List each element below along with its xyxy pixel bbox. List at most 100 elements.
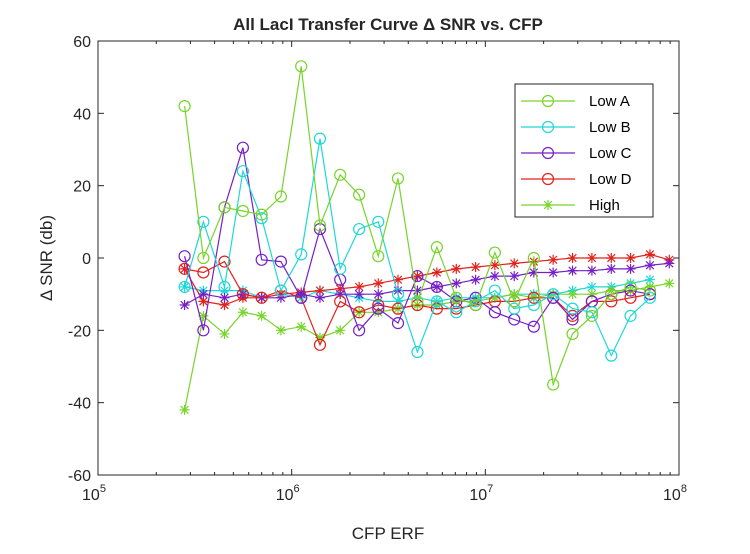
data-point: [567, 265, 578, 276]
data-point: [256, 310, 267, 321]
data-point: [567, 289, 578, 300]
data-point: [566, 309, 579, 322]
data-point: [255, 291, 268, 304]
data-point: [527, 251, 540, 265]
series-2: [178, 141, 657, 337]
data-point: [353, 222, 366, 236]
data-point: [218, 280, 231, 294]
data-point: [586, 289, 597, 300]
data-point: [392, 274, 403, 285]
y-tick-label: 0: [82, 251, 91, 268]
legend-label: High: [589, 197, 620, 214]
data-point: [450, 306, 463, 319]
series-line: [184, 138, 651, 358]
series-0: [178, 60, 657, 391]
data-point: [470, 262, 481, 273]
data-point: [489, 260, 500, 271]
legend-marker: [541, 94, 555, 108]
legend-entry: Low D: [521, 171, 632, 188]
data-point: [219, 285, 230, 296]
data-point: [664, 258, 675, 269]
data-point: [178, 99, 191, 113]
data-point: [585, 309, 598, 322]
data-point: [625, 278, 636, 289]
data-point: [274, 255, 288, 268]
data-point: [606, 285, 617, 296]
legend-entry: High: [521, 197, 620, 214]
y-tick-label: 40: [73, 106, 91, 123]
data-point: [391, 317, 405, 330]
data-point: [335, 283, 346, 294]
data-point: [334, 262, 347, 275]
data-point: [354, 281, 365, 292]
data-point: [470, 274, 481, 285]
data-point: [450, 291, 463, 304]
data-point: [431, 267, 442, 278]
data-point: [624, 280, 637, 294]
data-point: [255, 212, 268, 225]
legend-marker: [543, 200, 553, 210]
data-point: [566, 327, 579, 341]
data-point: [644, 249, 655, 260]
chart-title: All LacI Transfer Curve Δ SNR vs. CFP: [233, 15, 543, 34]
data-point: [236, 288, 249, 301]
data-point: [178, 250, 191, 263]
data-point: [489, 271, 500, 282]
data-point: [586, 265, 597, 276]
data-point: [605, 295, 618, 308]
legend-box: [514, 83, 654, 218]
data-point: [236, 141, 249, 154]
data-point: [198, 296, 209, 307]
data-point: [469, 298, 482, 312]
data-point: [295, 248, 308, 261]
data-point: [354, 289, 365, 300]
data-point: [274, 284, 288, 297]
data-point: [508, 295, 521, 308]
legend: Low A Low B Low C Low D High: [514, 83, 654, 218]
data-point: [567, 253, 578, 263]
data-point: [625, 263, 636, 274]
legend-marker: [541, 146, 555, 160]
x-tick-label: 105: [82, 483, 106, 504]
x-tick-label: 107: [469, 483, 493, 504]
data-point: [586, 281, 597, 292]
data-point: [197, 266, 210, 279]
data-point: [179, 404, 190, 415]
data-point: [451, 263, 462, 274]
data-point: [237, 307, 248, 318]
data-point: [373, 278, 384, 289]
data-point: [624, 309, 637, 322]
x-axis-label: CFP ERF: [352, 524, 424, 543]
data-point: [255, 208, 268, 221]
axes-layer: -60 -40 -20 0 20 40 60 105 106 107 108: [68, 34, 687, 504]
data-point: [547, 288, 560, 301]
data-point: [197, 215, 210, 228]
legend-label: Low D: [589, 171, 632, 188]
data-point: [548, 267, 559, 278]
data-point: [547, 378, 560, 391]
data-point: [372, 298, 385, 312]
data-point: [605, 349, 618, 362]
data-point: [586, 253, 597, 263]
data-point: [509, 271, 520, 282]
data-point: [275, 325, 286, 336]
data-point: [197, 324, 210, 337]
data-point: [275, 292, 286, 303]
data-point: [644, 281, 655, 292]
data-point: [469, 295, 482, 308]
data-point: [198, 289, 209, 300]
data-point: [372, 302, 385, 315]
data-point: [198, 310, 209, 321]
data-point: [373, 289, 384, 300]
y-tick-label: -20: [68, 323, 91, 340]
series-1: [178, 132, 657, 362]
series-line: [184, 66, 651, 387]
data-point: [488, 246, 501, 259]
data-point: [197, 251, 210, 265]
data-point: [644, 260, 655, 271]
data-point: [313, 132, 327, 145]
y-tick-label: 60: [73, 34, 91, 51]
data-point: [392, 285, 403, 296]
data-point: [489, 292, 500, 303]
data-point: [218, 255, 231, 268]
